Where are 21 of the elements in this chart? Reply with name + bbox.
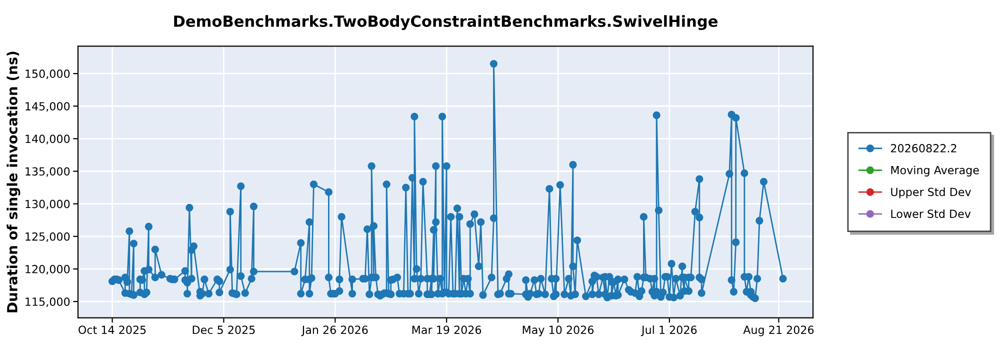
y-tick-label: 145,000 bbox=[26, 102, 70, 112]
legend-label: Upper Std Dev bbox=[891, 188, 971, 198]
chart-title: DemoBenchmarks.TwoBodyConstraintBenchmarks.SwivelHinge bbox=[174, 15, 718, 30]
legend-label: Moving Average bbox=[891, 166, 979, 176]
x-tick-label: Oct 14 2025 bbox=[78, 326, 146, 334]
legend-label: 20260822.2 bbox=[890, 144, 956, 152]
x-tick-label: Jan 26 2026 bbox=[301, 326, 368, 336]
y-tick-label: 115,000 bbox=[26, 297, 70, 308]
y-tick-label: 130,000 bbox=[26, 200, 70, 210]
y-tick-label: 150,000 bbox=[26, 70, 70, 80]
y-tick-label: 125,000 bbox=[26, 232, 70, 242]
y-tick-label: 135,000 bbox=[26, 167, 70, 177]
y-tick-label: 120,000 bbox=[26, 264, 70, 274]
y-tick-label: 140,000 bbox=[26, 134, 70, 144]
x-tick-label: Aug 21 2026 bbox=[743, 326, 814, 336]
x-tick-label: Mar 19 2026 bbox=[412, 326, 482, 334]
y-axis-title: Duration of single invocation (ns) bbox=[6, 52, 20, 312]
legend-label: Lower Std Dev bbox=[891, 209, 971, 218]
x-tick-label: Jul 1 2026 bbox=[640, 325, 697, 336]
x-tick-label: May 10 2026 bbox=[522, 326, 594, 336]
x-tick-label: Dec 5 2025 bbox=[192, 326, 255, 334]
